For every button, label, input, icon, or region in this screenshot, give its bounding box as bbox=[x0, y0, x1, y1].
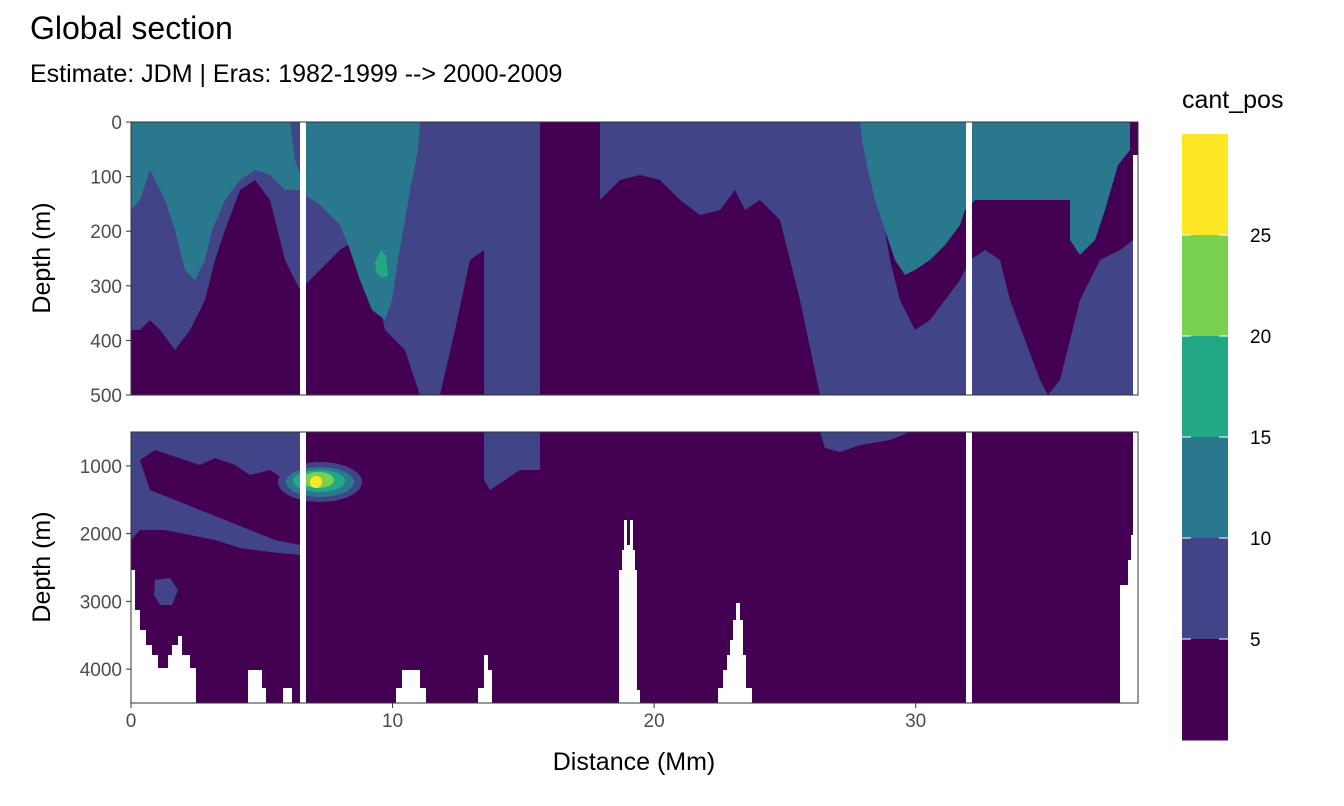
upper-edge-gap bbox=[1133, 155, 1138, 395]
lower-data-gap-2 bbox=[966, 432, 972, 703]
legend-label: 10 bbox=[1250, 529, 1271, 550]
upper-panel-border bbox=[130, 121, 1139, 396]
upper-level-3-east bbox=[860, 122, 1130, 275]
x-axis-title: Distance (Mm) bbox=[553, 748, 716, 776]
lower-edge-gap bbox=[1133, 432, 1138, 703]
legend-label: 25 bbox=[1250, 226, 1271, 247]
legend-label: 5 bbox=[1250, 630, 1261, 651]
seafloor-ridge-2 bbox=[718, 603, 752, 703]
legend-label: 20 bbox=[1250, 327, 1271, 348]
upper-level-2-central bbox=[600, 122, 1133, 395]
seafloor-c2 bbox=[478, 655, 492, 703]
y-axis-title-lower: Depth (m) bbox=[28, 511, 56, 622]
lower-level-2-west bbox=[131, 432, 300, 555]
upper-level-2-west bbox=[131, 122, 540, 395]
lower-level-2-east bbox=[820, 432, 910, 452]
axes-layer: 0 100 200 300 400 500 1000 2000 3000 4000 0 10 20 30 bbox=[80, 113, 927, 732]
legend-color-swatch bbox=[1182, 235, 1228, 337]
y-axis-title-upper: Depth (m) bbox=[28, 202, 56, 313]
y-tick-label: 100 bbox=[90, 168, 122, 189]
legend-color-swatch bbox=[1182, 336, 1228, 438]
lower-panel-border bbox=[130, 431, 1139, 704]
legend-label: 15 bbox=[1250, 428, 1271, 449]
upper-level-3-mid bbox=[305, 122, 420, 320]
upper-level-4-patch bbox=[375, 250, 388, 278]
legend-colorbar: 5 10 15 20 25 bbox=[1182, 134, 1271, 741]
legend-color-swatch bbox=[1182, 538, 1228, 640]
legend-color-swatch bbox=[1182, 437, 1228, 539]
y-tick-label: 1000 bbox=[80, 457, 122, 478]
y-tick-label: 2000 bbox=[80, 525, 122, 546]
y-tick-label: 4000 bbox=[80, 660, 122, 681]
lower-data-gap-1 bbox=[300, 432, 306, 703]
lower-panel bbox=[131, 432, 1138, 703]
upper-data-gap-1 bbox=[300, 122, 306, 395]
chart-title: Global section bbox=[30, 10, 233, 46]
x-tick-label: 10 bbox=[382, 711, 403, 732]
seafloor-west bbox=[131, 570, 196, 703]
upper-panel bbox=[131, 122, 1138, 395]
legend-title: cant_pos bbox=[1182, 86, 1284, 114]
y-tick-label: 300 bbox=[90, 277, 122, 298]
seafloor-w2 bbox=[248, 670, 266, 703]
legend-color-swatch bbox=[1182, 134, 1228, 236]
y-tick-label: 400 bbox=[90, 331, 122, 352]
y-tick-label: 3000 bbox=[80, 592, 122, 613]
lower-level-2-small bbox=[154, 578, 178, 605]
y-tick-label: 500 bbox=[90, 386, 122, 407]
peak-contour-level-6 bbox=[310, 476, 322, 488]
legend-color-swatch bbox=[1182, 639, 1228, 741]
y-tick-label: 0 bbox=[111, 113, 122, 134]
upper-data-gap-2 bbox=[966, 122, 972, 395]
chart-subtitle: Estimate: JDM | Eras: 1982-1999 --> 2000… bbox=[30, 60, 563, 88]
seafloor-east bbox=[1120, 535, 1133, 703]
seafloor-c1 bbox=[396, 670, 426, 703]
upper-level-3-west bbox=[131, 122, 300, 280]
y-tick-label: 200 bbox=[90, 222, 122, 243]
seafloor-ridge-1 bbox=[619, 520, 640, 703]
x-tick-label: 30 bbox=[905, 711, 926, 732]
lower-level-2-mid bbox=[484, 432, 540, 490]
x-tick-label: 20 bbox=[644, 711, 665, 732]
seafloor-w3 bbox=[283, 688, 292, 703]
x-tick-label: 0 bbox=[126, 711, 137, 732]
